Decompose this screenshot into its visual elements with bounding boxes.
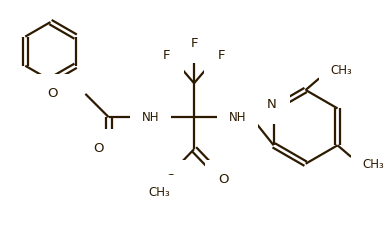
Text: CH₃: CH₃ — [331, 64, 353, 77]
Text: O: O — [94, 142, 104, 155]
Text: O: O — [47, 87, 58, 100]
Text: F: F — [190, 37, 198, 50]
Text: CH₃: CH₃ — [148, 186, 170, 199]
Text: CH₃: CH₃ — [363, 158, 384, 171]
Text: F: F — [217, 49, 225, 61]
Text: NH: NH — [229, 111, 247, 124]
Text: O: O — [218, 173, 229, 186]
Text: F: F — [163, 49, 171, 61]
Text: NH: NH — [142, 111, 159, 124]
Text: O: O — [166, 173, 176, 186]
Text: N: N — [267, 98, 277, 111]
